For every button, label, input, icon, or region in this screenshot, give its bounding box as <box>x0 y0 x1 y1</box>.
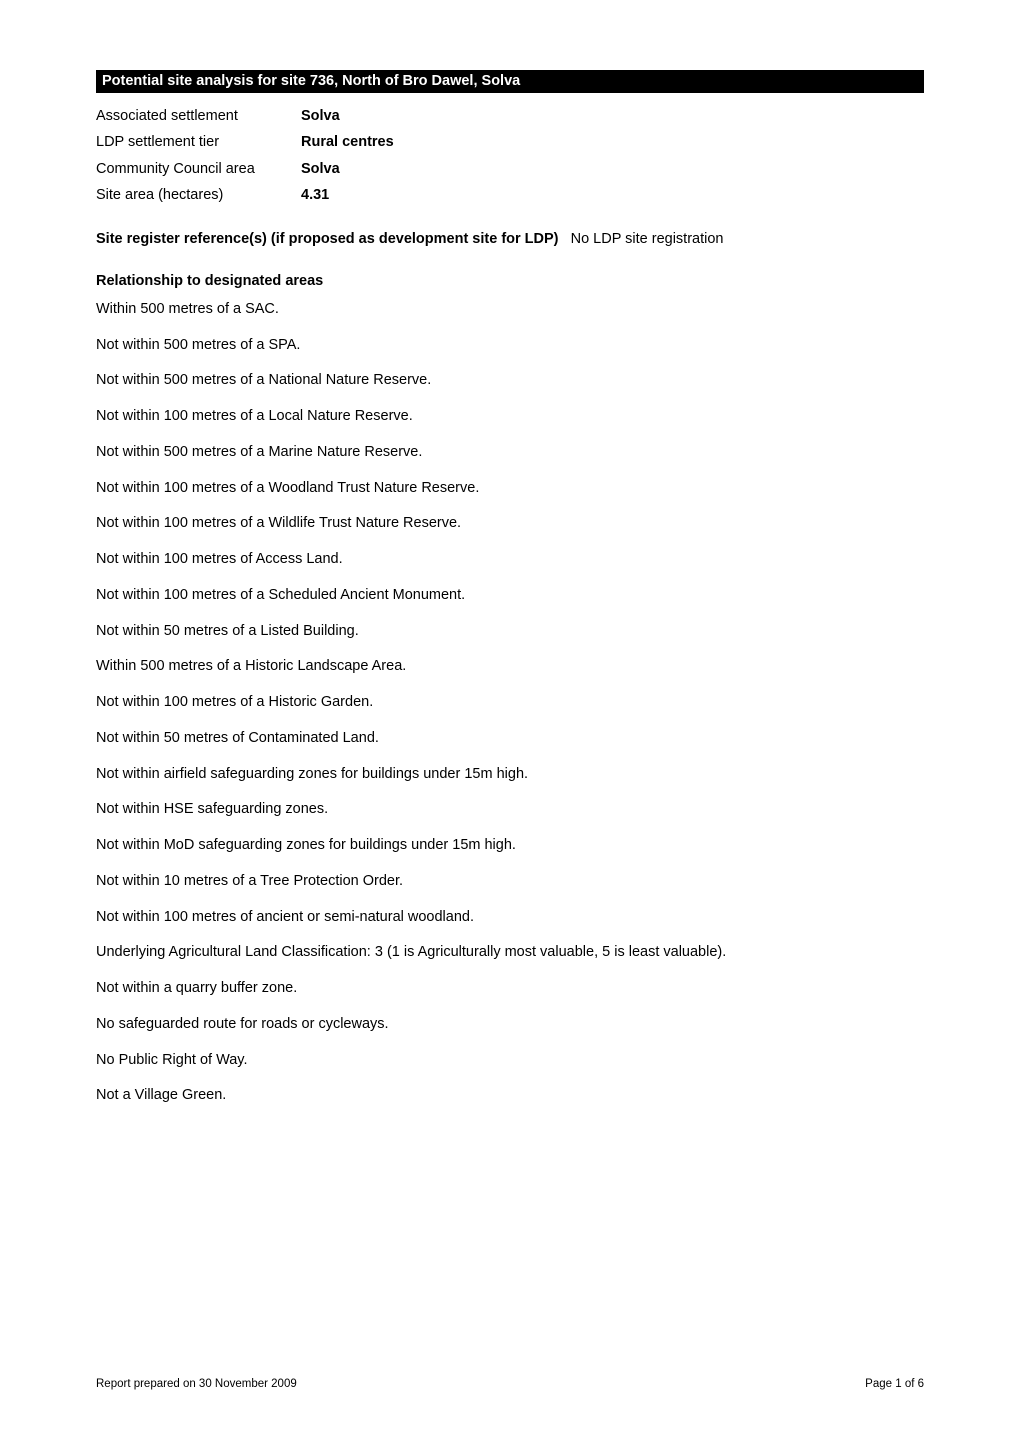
kv-row: LDP settlement tier Rural centres <box>96 131 924 153</box>
statement: Not within HSE safeguarding zones. <box>96 799 924 821</box>
statement: Not within 50 metres of Contaminated Lan… <box>96 728 924 750</box>
statement: Not within 500 metres of a National Natu… <box>96 370 924 392</box>
statement: Not within 100 metres of Access Land. <box>96 549 924 571</box>
statement: No Public Right of Way. <box>96 1050 924 1072</box>
statement: Not within 100 metres of a Local Nature … <box>96 406 924 428</box>
statement: Not within 10 metres of a Tree Protectio… <box>96 871 924 893</box>
kv-key: LDP settlement tier <box>96 131 301 153</box>
kv-key: Community Council area <box>96 158 301 180</box>
kv-val: Solva <box>301 158 340 180</box>
statement: Not within 50 metres of a Listed Buildin… <box>96 621 924 643</box>
site-register-value: No LDP site registration <box>571 231 724 247</box>
statement: Not within 100 metres of a Woodland Trus… <box>96 478 924 500</box>
statement: Not within 500 metres of a Marine Nature… <box>96 442 924 464</box>
statement: Not within 100 metres of a Scheduled Anc… <box>96 585 924 607</box>
kv-key: Site area (hectares) <box>96 184 301 206</box>
key-value-block: Associated settlement Solva LDP settleme… <box>96 105 924 207</box>
site-register-line: Site register reference(s) (if proposed … <box>96 231 924 247</box>
site-register-label: Site register reference(s) (if proposed … <box>96 231 559 247</box>
statement: Not within MoD safeguarding zones for bu… <box>96 835 924 857</box>
title-bar: Potential site analysis for site 736, No… <box>96 70 924 93</box>
statement: Within 500 metres of a SAC. <box>96 299 924 321</box>
footer-left: Report prepared on 30 November 2009 <box>96 1378 297 1390</box>
title-bar-text: Potential site analysis for site 736, No… <box>102 73 520 89</box>
statement: Not within 100 metres of a Wildlife Trus… <box>96 513 924 535</box>
kv-val: Solva <box>301 105 340 127</box>
statement: Not within airfield safeguarding zones f… <box>96 764 924 786</box>
page-footer: Report prepared on 30 November 2009 Page… <box>96 1378 924 1390</box>
kv-val: 4.31 <box>301 184 329 206</box>
footer-right: Page 1 of 6 <box>865 1378 924 1390</box>
kv-key: Associated settlement <box>96 105 301 127</box>
statement: No safeguarded route for roads or cyclew… <box>96 1014 924 1036</box>
kv-row: Associated settlement Solva <box>96 105 924 127</box>
statement: Not a Village Green. <box>96 1085 924 1107</box>
statement: Not within 500 metres of a SPA. <box>96 335 924 357</box>
statement: Not within 100 metres of ancient or semi… <box>96 907 924 929</box>
statement: Not within 100 metres of a Historic Gard… <box>96 692 924 714</box>
statement: Within 500 metres of a Historic Landscap… <box>96 656 924 678</box>
statement: Underlying Agricultural Land Classificat… <box>96 942 924 964</box>
kv-val: Rural centres <box>301 131 394 153</box>
section-heading: Relationship to designated areas <box>96 273 924 289</box>
kv-row: Community Council area Solva <box>96 158 924 180</box>
kv-row: Site area (hectares) 4.31 <box>96 184 924 206</box>
statement: Not within a quarry buffer zone. <box>96 978 924 1000</box>
